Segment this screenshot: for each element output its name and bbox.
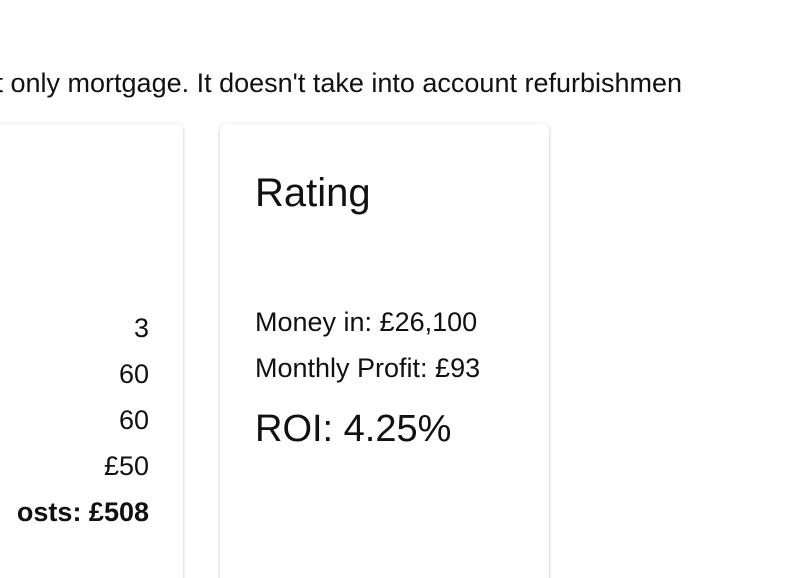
rating-card: Rating Money in: £26,100 Monthly Profit:… — [220, 124, 549, 578]
monthly-profit-value: Monthly Profit: £93 — [255, 353, 481, 383]
costs-list: 3 60 60 £50 osts: £508 — [0, 305, 149, 535]
costs-line-1: 3 — [133, 313, 149, 343]
money-in-value: Money in: £26,100 — [255, 307, 478, 337]
roi-value: ROI: 4.25% — [255, 408, 452, 450]
costs-card: 3 60 60 £50 osts: £508 — [0, 124, 183, 578]
costs-line-2: 60 — [118, 359, 149, 389]
rating-title: Rating — [255, 171, 371, 215]
total-costs-line: osts: £508 — [16, 497, 149, 527]
intro-description-text: st only mortgage. It doesn't take into a… — [0, 68, 683, 98]
costs-line-4: £50 — [103, 451, 149, 481]
costs-line-3: 60 — [118, 405, 149, 435]
